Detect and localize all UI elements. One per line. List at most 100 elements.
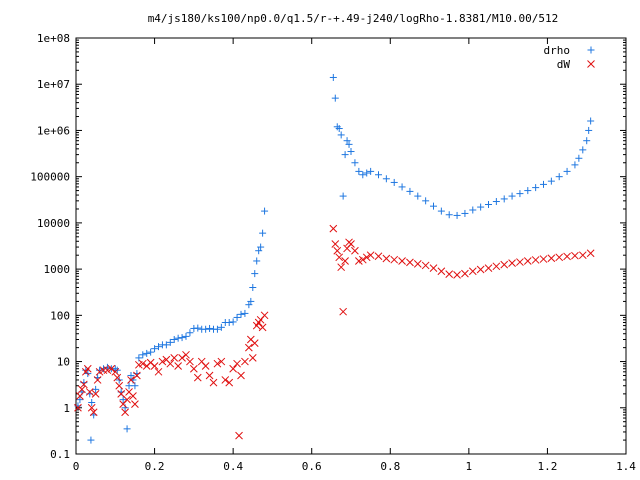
data-point <box>587 117 595 125</box>
data-point <box>225 378 234 387</box>
series-dW <box>74 224 595 440</box>
data-point <box>92 385 100 393</box>
data-point <box>547 177 555 185</box>
data-point <box>341 151 349 159</box>
legend-marker <box>587 46 595 54</box>
data-point <box>347 240 355 248</box>
series-drho <box>74 73 595 444</box>
data-point <box>398 257 406 265</box>
data-point <box>162 341 170 349</box>
data-point <box>186 357 194 366</box>
data-point <box>155 343 162 351</box>
data-point <box>508 192 516 200</box>
data-point <box>437 267 446 276</box>
data-point <box>355 167 363 175</box>
data-point <box>445 270 454 278</box>
series-layer <box>74 73 595 444</box>
data-point <box>575 154 583 162</box>
data-point <box>221 376 230 384</box>
data-point <box>85 388 94 396</box>
data-point <box>413 259 422 268</box>
data-point <box>186 329 194 337</box>
x-tick-label: 0 <box>73 460 80 473</box>
x-tick-label: 0.8 <box>380 460 400 473</box>
legend-marker <box>587 60 595 68</box>
data-point <box>516 190 524 198</box>
data-point <box>390 255 399 264</box>
data-point <box>233 313 241 321</box>
data-point <box>571 161 579 169</box>
data-point <box>555 173 563 181</box>
plot-frame <box>75 37 627 455</box>
data-point <box>508 259 516 267</box>
data-point <box>445 211 453 219</box>
data-point <box>229 364 237 373</box>
data-point <box>151 345 159 353</box>
data-point <box>147 348 155 356</box>
data-point <box>125 382 133 390</box>
data-point <box>213 325 221 333</box>
data-point <box>492 262 501 271</box>
data-point <box>80 380 88 389</box>
data-point <box>579 146 587 154</box>
data-point <box>201 362 210 370</box>
data-point <box>190 364 198 373</box>
data-point <box>382 175 390 183</box>
data-point <box>76 396 84 404</box>
data-point <box>414 192 422 200</box>
y-tick-label: 10000 <box>37 217 70 230</box>
data-point <box>516 258 524 266</box>
y-tick-label: 1e+07 <box>37 78 70 91</box>
data-point <box>248 354 257 362</box>
data-point <box>343 137 351 145</box>
data-point <box>555 253 564 262</box>
x-axis: 0 0.2 0.4 0.6 0.8 1 1.2 1.4 <box>73 38 636 473</box>
x-tick-label: 0.6 <box>302 460 322 473</box>
data-point <box>337 131 345 139</box>
data-point <box>217 357 226 366</box>
data-point <box>335 125 343 133</box>
data-point <box>500 260 509 269</box>
data-point <box>485 200 492 208</box>
data-point <box>247 297 255 305</box>
data-point <box>121 408 129 417</box>
data-point <box>532 184 540 192</box>
data-point <box>367 167 375 175</box>
data-point <box>476 265 485 274</box>
data-point <box>225 318 233 326</box>
data-point <box>209 378 218 387</box>
data-point <box>335 253 344 262</box>
data-point <box>477 203 485 211</box>
data-point <box>119 396 127 404</box>
data-point <box>174 362 182 370</box>
data-point <box>341 257 349 265</box>
data-point <box>193 373 202 382</box>
data-point <box>249 284 257 292</box>
data-point <box>170 336 178 344</box>
data-point <box>233 359 241 368</box>
data-point <box>89 408 98 417</box>
data-point <box>563 167 571 175</box>
x-tick-label: 1 <box>466 460 473 473</box>
legend-label: drho <box>544 44 571 57</box>
y-tick-label: 10 <box>57 356 70 369</box>
data-point <box>237 310 245 318</box>
data-point <box>563 252 571 261</box>
data-point <box>329 73 337 81</box>
data-point <box>99 366 108 375</box>
data-point <box>123 425 131 433</box>
data-point <box>257 243 265 251</box>
data-point <box>150 362 159 370</box>
data-point <box>461 269 469 278</box>
data-point <box>539 255 548 263</box>
data-point <box>111 367 120 376</box>
data-point <box>351 159 359 167</box>
data-point <box>93 376 102 384</box>
data-point <box>235 431 243 440</box>
x-tick-label: 1.4 <box>616 460 636 473</box>
data-point <box>421 261 430 270</box>
data-point <box>547 254 556 263</box>
data-point <box>131 382 139 390</box>
data-point <box>251 270 259 278</box>
